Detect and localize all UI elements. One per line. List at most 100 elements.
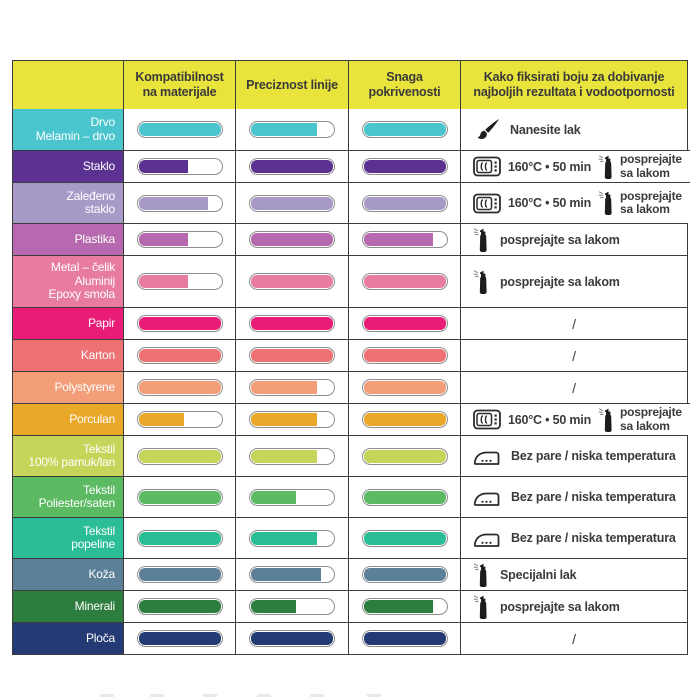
rating-fill	[138, 531, 221, 545]
compatibility-rating-pill	[136, 121, 223, 138]
table-row: Tekstil Poliester/saten Bez pare / niska …	[13, 476, 687, 517]
fixation-cell: posprejajte sa lakom	[461, 223, 687, 255]
precision-bar-cell	[236, 371, 349, 403]
coverage-bar-cell	[349, 517, 461, 558]
oven-spray-instructions: 160°C • 50 min posprejajte sa lakom	[473, 153, 684, 179]
precision-rating-pill	[249, 566, 335, 583]
material-label: Karton	[13, 339, 124, 371]
fixation-cell: posprejajte sa lakom	[461, 590, 687, 622]
rating-fill	[251, 632, 333, 645]
rating-fill	[138, 490, 221, 504]
fixation-cell: posprejajte sa lakom	[461, 255, 687, 307]
coverage-rating-pill	[361, 194, 448, 212]
table-row: Ploča /	[13, 622, 687, 654]
material-label: Tekstil Poliester/saten	[13, 476, 124, 517]
precision-bar-cell	[236, 307, 349, 339]
rating-fill	[363, 349, 446, 362]
precision-bar-cell	[236, 622, 349, 654]
rating-fill	[363, 123, 446, 136]
compatibility-bar-cell	[124, 255, 236, 307]
rating-fill	[138, 317, 221, 330]
coverage-bar-cell	[349, 150, 461, 182]
rating-fill	[138, 233, 188, 246]
compatibility-rating-pill	[136, 411, 223, 428]
precision-rating-pill	[249, 194, 335, 212]
coverage-rating-pill	[361, 273, 448, 290]
rating-fill	[363, 196, 446, 210]
coverage-bar-cell	[349, 403, 461, 435]
oven-icon	[473, 156, 501, 177]
coverage-bar-cell	[349, 182, 461, 223]
coverage-bar-cell	[349, 255, 461, 307]
rating-fill	[363, 531, 446, 545]
iron-icon	[473, 446, 501, 467]
rating-fill	[363, 632, 446, 645]
coverage-rating-pill	[361, 447, 448, 465]
compatibility-rating-pill	[136, 566, 223, 583]
rating-fill	[363, 413, 446, 426]
material-label: Tekstil 100% pamuk/lan	[13, 435, 124, 476]
precision-bar-cell	[236, 435, 349, 476]
cropped-text-remnant	[203, 694, 217, 697]
precision-rating-pill	[249, 411, 335, 428]
compatibility-bar-cell	[124, 622, 236, 654]
precision-bar-cell	[236, 109, 349, 150]
precision-rating-pill	[249, 273, 335, 290]
precision-rating-pill	[249, 121, 335, 138]
table-row: Minerali posprejajte sa lakom	[13, 590, 687, 622]
table-row: Drvo Melamin – drvo Nanesite lak	[13, 109, 687, 150]
rating-fill	[138, 600, 221, 613]
compatibility-bar-cell	[124, 339, 236, 371]
rating-fill	[363, 568, 446, 581]
table-row: Karton /	[13, 339, 687, 371]
fixation-cell: Nanesite lak	[461, 109, 687, 150]
compatibility-bar-cell	[124, 590, 236, 622]
precision-bar-cell	[236, 590, 349, 622]
coverage-bar-cell	[349, 307, 461, 339]
rating-fill	[138, 349, 221, 362]
fixation-cell: Specijalni lak	[461, 558, 687, 590]
rating-fill	[251, 275, 333, 288]
precision-rating-pill	[249, 379, 335, 396]
oven-spray-instructions: 160°C • 50 min posprejajte sa lakom	[473, 189, 684, 216]
rating-fill	[363, 490, 446, 504]
precision-bar-cell	[236, 182, 349, 223]
compatibility-rating-pill	[136, 194, 223, 212]
iron-icon	[473, 487, 501, 508]
coverage-rating-pill	[361, 566, 448, 583]
spray-can-icon	[473, 227, 490, 253]
precision-bar-cell	[236, 558, 349, 590]
coverage-rating-pill	[361, 231, 448, 248]
rating-fill	[251, 160, 333, 173]
rating-fill	[363, 160, 446, 173]
coverage-bar-cell	[349, 622, 461, 654]
table-row: Polystyrene /	[13, 371, 687, 403]
compatibility-rating-pill	[136, 630, 223, 647]
table-row: Papir /	[13, 307, 687, 339]
cropped-text-remnant	[100, 694, 114, 697]
coverage-rating-pill	[361, 630, 448, 647]
rating-fill	[138, 160, 188, 173]
table-row: Metal – čelik Aluminij Epoxy smola posprej…	[13, 255, 687, 307]
coverage-bar-cell	[349, 590, 461, 622]
rating-fill	[138, 449, 221, 463]
material-label: Polystyrene	[13, 371, 124, 403]
material-label: Staklo	[13, 150, 124, 182]
table-row: Plastika posprejajte sa lakom	[13, 223, 687, 255]
rating-fill	[138, 632, 221, 645]
cropped-text-remnant	[310, 694, 324, 697]
compatibility-bar-cell	[124, 182, 236, 223]
coverage-rating-pill	[361, 379, 448, 396]
compatibility-rating-pill	[136, 529, 223, 547]
material-label: Papir	[13, 307, 124, 339]
rating-fill	[363, 275, 446, 288]
oven-icon	[473, 409, 501, 430]
material-label: Drvo Melamin – drvo	[13, 109, 124, 150]
rating-fill	[138, 381, 221, 394]
material-label: Ploča	[13, 622, 124, 654]
compatibility-bar-cell	[124, 307, 236, 339]
compatibility-rating-pill	[136, 231, 223, 248]
table-header-row: Kompatibilnost na materijale Preciznost …	[13, 61, 687, 109]
rating-fill	[251, 490, 297, 504]
rating-fill	[363, 233, 434, 246]
